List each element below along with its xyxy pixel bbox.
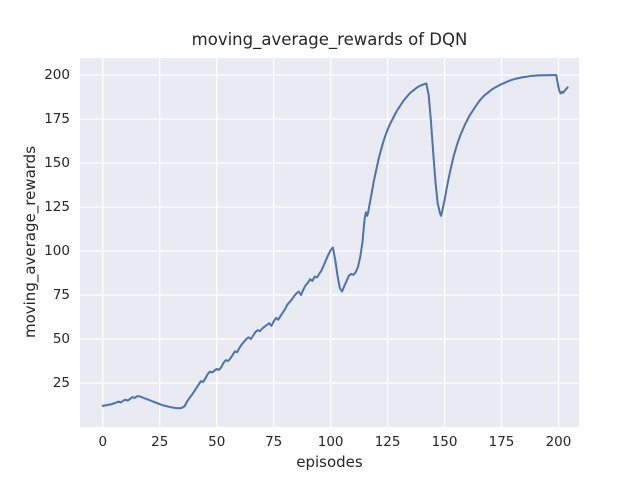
axes-background bbox=[80, 58, 579, 427]
x-tick-label: 175 bbox=[488, 434, 515, 450]
reward-line bbox=[101, 74, 569, 410]
x-tick-label: 0 bbox=[98, 434, 108, 450]
y-tick-label: 100 bbox=[44, 243, 70, 260]
x-axis-label: episodes bbox=[296, 453, 363, 471]
y-tick-label: 125 bbox=[44, 199, 70, 216]
x-tick-label: 75 bbox=[265, 434, 283, 450]
x-tick-label: 150 bbox=[431, 434, 458, 450]
x-tick-label: 50 bbox=[208, 434, 226, 450]
y-tick-label: 175 bbox=[44, 111, 70, 128]
x-tick-label: 100 bbox=[317, 434, 344, 450]
y-axis-label: moving_average_rewards bbox=[21, 145, 39, 339]
x-tick-label: 25 bbox=[151, 434, 169, 450]
y-tick-label: 75 bbox=[52, 287, 70, 304]
y-tick-label: 200 bbox=[44, 67, 70, 84]
chart-title: moving_average_rewards of DQN bbox=[191, 30, 468, 49]
y-tick-label: 150 bbox=[44, 155, 70, 172]
x-tick-label: 200 bbox=[545, 434, 572, 450]
y-tick-label: 50 bbox=[52, 331, 70, 348]
y-tick-label: 25 bbox=[52, 375, 70, 391]
x-tick-label: 125 bbox=[374, 434, 401, 450]
